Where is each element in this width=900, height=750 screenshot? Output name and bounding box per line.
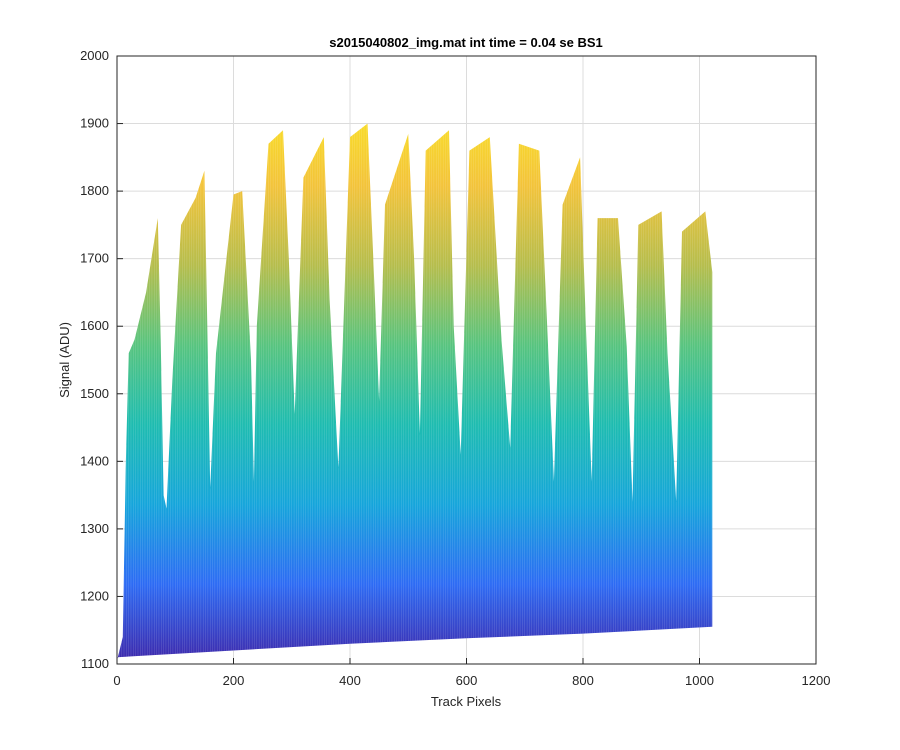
y-tick-label: 1300 — [80, 521, 109, 536]
y-axis-label: Signal (ADU) — [57, 322, 72, 398]
y-tick-label: 1400 — [80, 453, 109, 468]
y-tick-label: 1900 — [80, 116, 109, 131]
trace-texture — [117, 124, 712, 661]
tick-marks — [116, 55, 817, 665]
series-layer — [117, 123, 713, 661]
y-tick-label: 1200 — [80, 588, 109, 603]
x-tick-label: 800 — [572, 673, 594, 688]
y-tick-label: 1600 — [80, 318, 109, 333]
y-tick-label: 1500 — [80, 386, 109, 401]
x-tick-label: 600 — [456, 673, 478, 688]
chart-title: s2015040802_img.mat int time = 0.04 se B… — [329, 35, 603, 50]
signal-area — [117, 123, 713, 661]
y-tick-label: 1700 — [80, 251, 109, 266]
x-tick-label: 200 — [223, 673, 245, 688]
x-tick-labels: 0 200 400 600 800 1000 1200 — [113, 673, 830, 688]
y-tick-labels: 1100 1200 1300 1400 1500 1600 1700 1800 1900 2000 — [80, 48, 109, 671]
x-tick-label: 400 — [339, 673, 361, 688]
x-tick-label: 1000 — [685, 673, 714, 688]
x-tick-label: 1200 — [802, 673, 831, 688]
y-tick-label: 1800 — [80, 183, 109, 198]
x-axis-label: Track Pixels — [431, 694, 502, 709]
y-tick-label: 1100 — [81, 656, 109, 671]
x-tick-label: 0 — [113, 673, 120, 688]
y-tick-label: 2000 — [80, 48, 109, 63]
